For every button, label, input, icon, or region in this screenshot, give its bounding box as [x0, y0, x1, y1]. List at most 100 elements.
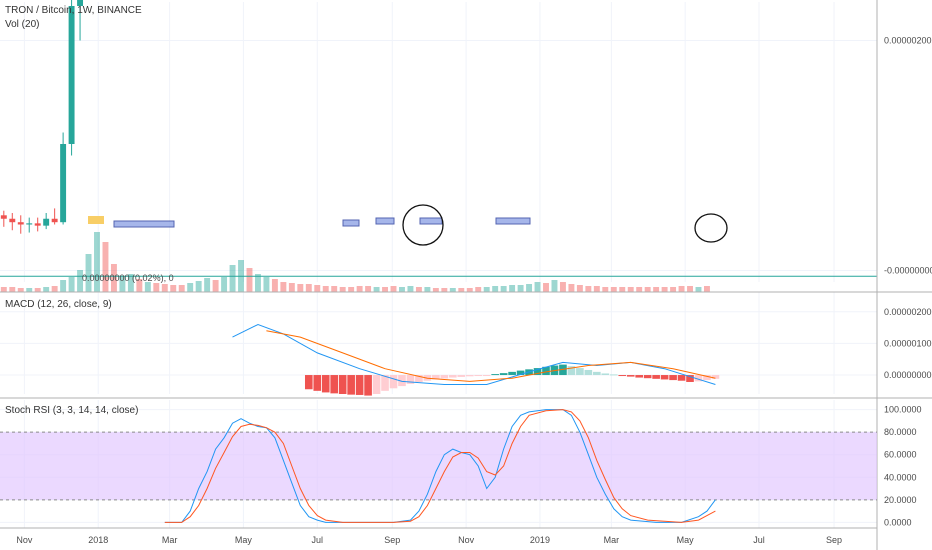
volume-bar [703, 286, 710, 292]
volume-bar [543, 283, 549, 292]
macd-histogram-bar [533, 368, 542, 376]
volume-bar [314, 285, 321, 292]
time-tick-label: Jul [753, 535, 765, 545]
stoch-band-lines [0, 431, 877, 501]
volume-bar [246, 268, 253, 292]
time-tick-label: 2018 [88, 535, 108, 545]
volume-bar [26, 288, 33, 292]
macd-histogram-bar [499, 373, 508, 376]
macd-histogram-bar [660, 375, 669, 380]
volume-bar [449, 288, 456, 292]
volume-bar [34, 288, 41, 292]
volume-bar [271, 279, 278, 292]
time-tick-label: Mar [162, 535, 178, 545]
volume-bar [399, 287, 405, 292]
stoch-tick-label: 80.0000 [884, 427, 917, 437]
candle-body [17, 222, 24, 225]
volume-bar [68, 277, 75, 292]
macd-histogram-bar [448, 375, 457, 378]
volume-bar [348, 287, 355, 292]
macd-histogram-bar [313, 375, 322, 391]
volume-bar [627, 287, 634, 292]
volume-bar [127, 274, 134, 292]
volume-indicator-label[interactable]: Vol (20) [5, 19, 39, 30]
volume-bar [483, 287, 490, 292]
macd-histogram-bar [372, 375, 381, 394]
horizontal-levels [0, 275, 877, 277]
volume-bar [382, 287, 389, 292]
macd-histogram-bar [643, 375, 652, 379]
macd-histogram-bar [669, 375, 677, 381]
macd-histogram-bar [516, 370, 525, 376]
macd-histogram-bar [609, 374, 618, 376]
circle-annotation [694, 213, 728, 243]
time-axis[interactable]: Nov 2018 Mar May Jul Sep Nov 2019 Mar May Jul Sep [16, 535, 842, 545]
macd-histogram-bar [635, 375, 644, 378]
volume-bar [610, 287, 617, 292]
range-box [113, 220, 175, 228]
volume-bar [568, 284, 575, 292]
volume-bar [585, 286, 592, 292]
volume-bar [695, 287, 702, 292]
symbol-title[interactable]: TRON / Bitcoin, 1W, BINANCE [5, 5, 142, 16]
time-tick-label: May [677, 535, 695, 545]
volume-bar [322, 286, 329, 292]
candle-body [34, 223, 41, 226]
macd-histogram-bar [703, 375, 711, 381]
volume-bar [212, 280, 219, 292]
volume-bar [517, 285, 524, 292]
price-tick-label: -0.00000000 [884, 266, 932, 276]
volume-bar [390, 286, 397, 292]
volume-bar [305, 284, 312, 292]
volume-bar [441, 288, 448, 292]
stoch-tick-label: 60.0000 [884, 450, 917, 460]
volume-bar [475, 287, 482, 292]
macd-axis[interactable]: 0.00000200 0.00000100 0.00000000 [884, 307, 932, 380]
volume-bar [670, 287, 677, 292]
volume-bar [43, 287, 50, 292]
macd-histogram-bar [457, 375, 466, 377]
stoch-indicator-label[interactable]: Stoch RSI (3, 3, 14, 14, close) [5, 405, 138, 416]
candle-body [26, 223, 33, 225]
volume-bar [0, 287, 7, 292]
time-tick-label: Sep [384, 535, 400, 545]
macd-histogram-bar [415, 375, 423, 382]
volume-bar [602, 287, 609, 292]
macd-histogram-bar [482, 375, 491, 377]
macd-histogram-bar [491, 374, 499, 376]
macd-histogram-bar [347, 375, 355, 395]
macd-histogram-bar [694, 375, 703, 382]
price-axis[interactable]: 0.000022000.000020000.000018000.00001600… [884, 0, 932, 276]
macd-histogram-bar [304, 375, 313, 390]
volume-bar [263, 277, 270, 292]
macd-histogram-bar [601, 373, 610, 376]
candle-body [9, 218, 16, 223]
candle-body [68, 6, 75, 144]
macd-histogram-bar [389, 375, 398, 389]
highlight-box [88, 216, 104, 224]
volume-bar [678, 286, 685, 292]
volume-bar [170, 285, 177, 292]
stoch-axis[interactable]: 100.0000 80.0000 60.0000 40.0000 20.0000 0.00… [884, 405, 922, 528]
macd-histogram-bar [567, 366, 576, 376]
macd-histogram-bar [364, 375, 372, 396]
stoch-d-line [164, 409, 716, 523]
volume-bar [653, 287, 660, 292]
volume-bar [94, 232, 100, 292]
stoch-k-line [164, 409, 716, 523]
macd-histogram-bar [474, 375, 483, 377]
volume-bar [365, 286, 372, 292]
volume-bar [178, 285, 185, 292]
macd-histogram-bar [465, 375, 474, 377]
range-box [375, 217, 395, 225]
volume-bar [153, 283, 160, 292]
macd-histogram-bar [652, 375, 660, 379]
volume-bar [551, 280, 558, 292]
macd-indicator-label[interactable]: MACD (12, 26, close, 9) [5, 299, 112, 310]
macd-histogram-bar [686, 375, 694, 382]
volume-bar [51, 286, 58, 292]
volume-bar [187, 283, 194, 292]
volume-bar [576, 285, 583, 292]
volume-bar [509, 285, 516, 292]
